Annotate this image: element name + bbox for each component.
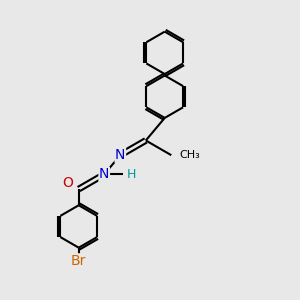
Text: Br: Br [71, 254, 86, 268]
Text: N: N [115, 148, 125, 162]
Text: H: H [126, 168, 136, 181]
Text: O: O [62, 176, 73, 190]
Text: N: N [99, 167, 110, 182]
Text: CH₃: CH₃ [179, 150, 200, 160]
